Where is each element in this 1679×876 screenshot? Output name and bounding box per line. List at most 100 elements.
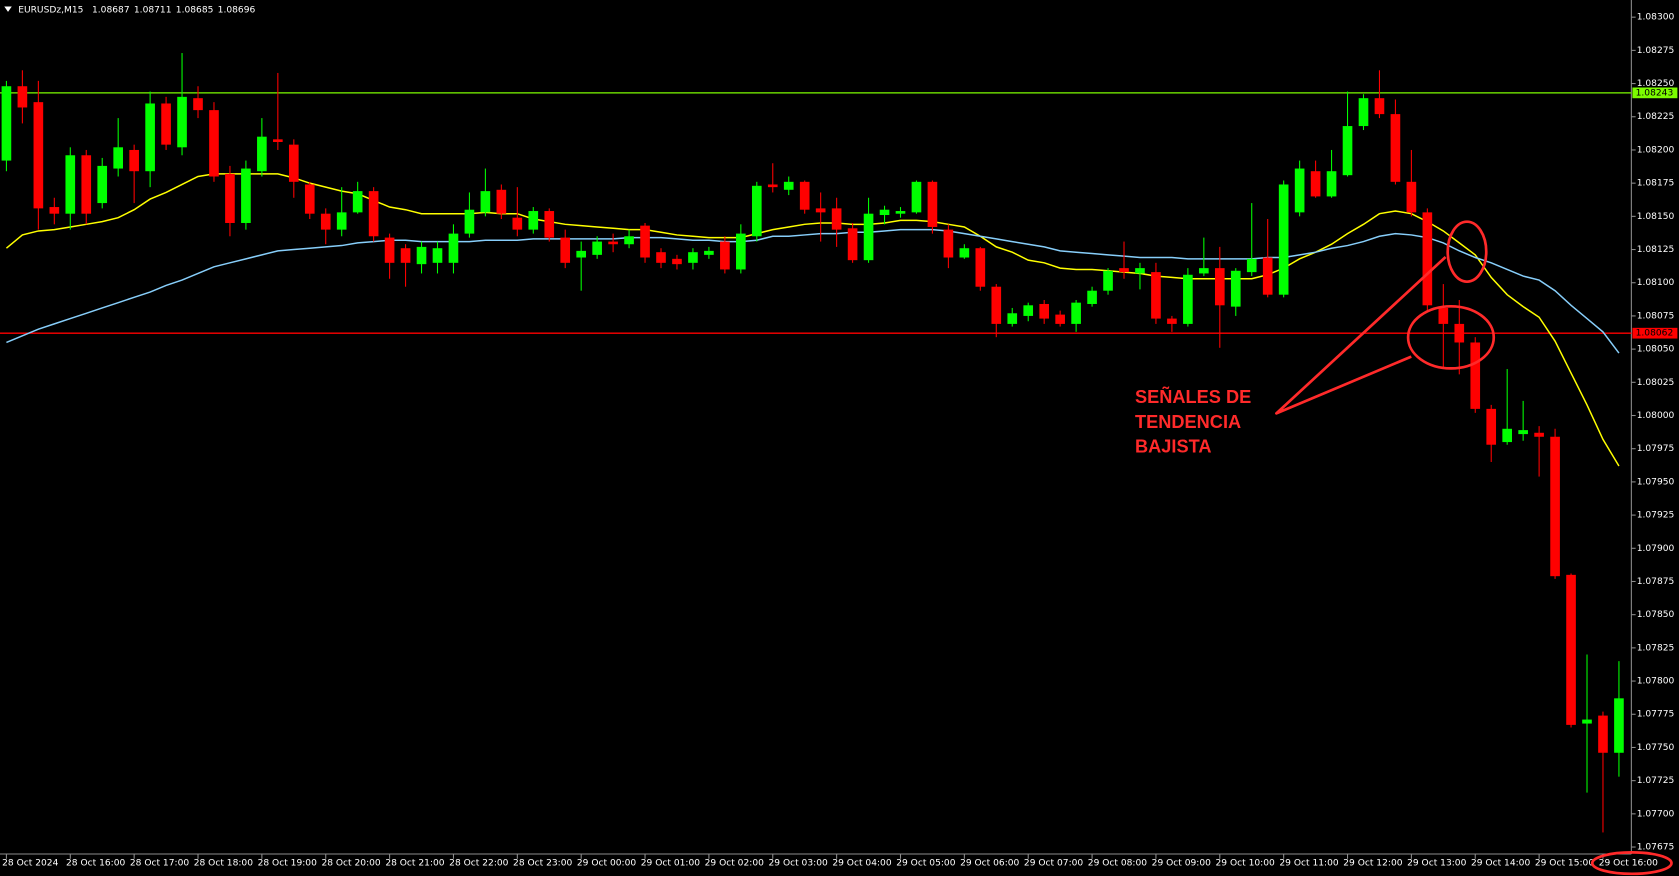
candle-body <box>815 208 826 213</box>
candle-body <box>1598 715 1608 753</box>
candle-body <box>1310 171 1321 197</box>
candle-body <box>656 252 666 263</box>
candle-body <box>129 149 139 172</box>
candle-body <box>927 181 938 227</box>
candle-body <box>1230 270 1241 307</box>
y-tick-label: 1.07675 <box>1637 843 1675 853</box>
candle-body <box>416 246 427 265</box>
candle-body <box>464 209 475 234</box>
price-marker-label: 1.08062 <box>1636 329 1674 339</box>
candle-body <box>225 173 235 223</box>
candle-body <box>273 139 283 142</box>
candle-body <box>304 184 315 214</box>
candle-body <box>975 248 986 287</box>
candle-body <box>895 211 906 214</box>
candle-body <box>1071 302 1081 324</box>
candle-body <box>1358 98 1369 127</box>
candle-body <box>991 286 1002 324</box>
y-tick-label: 1.08000 <box>1637 411 1675 421</box>
x-tick-label: 29 Oct 10:00 <box>1216 859 1275 869</box>
x-tick-label: 28 Oct 16:00 <box>66 859 125 869</box>
candle-body <box>193 98 203 111</box>
candle-body <box>959 248 970 258</box>
candle-body <box>544 211 555 238</box>
candle-body <box>640 225 650 258</box>
candle-body <box>177 96 187 148</box>
price-marker-label: 1.08243 <box>1636 88 1674 98</box>
candle-body <box>1087 290 1097 304</box>
candle-body <box>911 181 922 213</box>
candle-body <box>384 237 395 263</box>
candle-body <box>799 181 810 210</box>
y-tick-label: 1.08150 <box>1637 212 1675 222</box>
y-tick-label: 1.08225 <box>1637 112 1675 122</box>
candle-body <box>480 191 491 213</box>
annotation-text: SEÑALES DE <box>1135 386 1251 407</box>
x-tick-label: 29 Oct 06:00 <box>960 859 1019 869</box>
y-tick-label: 1.07775 <box>1637 710 1675 720</box>
header-price: 1.08685 <box>176 5 214 15</box>
x-tick-label: 29 Oct 01:00 <box>641 859 700 869</box>
x-tick-label: 29 Oct 08:00 <box>1088 859 1147 869</box>
y-tick-label: 1.08125 <box>1637 245 1675 255</box>
y-tick-label: 1.08275 <box>1637 46 1675 56</box>
candle-body <box>512 217 523 230</box>
candle-body <box>1167 318 1177 324</box>
candle-body <box>1454 323 1465 343</box>
candle-body <box>863 213 874 261</box>
candle-body <box>65 155 76 214</box>
x-tick-label: 29 Oct 11:00 <box>1279 859 1338 869</box>
y-tick-label: 1.08175 <box>1637 179 1675 189</box>
y-tick-label: 1.07800 <box>1637 677 1675 687</box>
y-tick-label: 1.08200 <box>1637 145 1675 155</box>
candle-body <box>448 233 459 263</box>
x-tick-label: 28 Oct 18:00 <box>194 859 253 869</box>
x-tick-label: 29 Oct 16:00 <box>1599 859 1658 869</box>
candle-body <box>767 184 778 188</box>
candle-body <box>1422 212 1433 306</box>
x-tick-label: 28 Oct 20:00 <box>321 859 380 869</box>
indicator-lines <box>0 92 1632 467</box>
candle-body <box>1246 258 1257 273</box>
candle-body <box>1486 408 1497 445</box>
candle-body <box>672 258 682 265</box>
y-tick-label: 1.07700 <box>1637 809 1675 819</box>
y-tick-label: 1.07925 <box>1637 511 1675 521</box>
circle-marker <box>1446 220 1488 284</box>
annotation-shapes <box>1275 220 1673 876</box>
moving-average <box>5 173 1620 467</box>
candle-body <box>943 229 954 258</box>
x-tick-label: 28 Oct 22:00 <box>449 859 508 869</box>
candle-body <box>560 237 571 263</box>
candle-body <box>1214 268 1225 306</box>
candle-body <box>608 241 618 245</box>
y-tick-label: 1.07900 <box>1637 544 1675 554</box>
candle-body <box>847 228 858 261</box>
candle-body <box>783 181 794 190</box>
x-tick-label: 28 Oct 2024 <box>2 859 58 869</box>
candle-body <box>1374 98 1385 115</box>
candle-body <box>592 241 602 255</box>
candle-body <box>432 248 443 263</box>
candle-body <box>688 252 698 263</box>
candle-body <box>257 136 267 172</box>
candle-body <box>1438 307 1449 324</box>
candle-body <box>1183 274 1193 324</box>
candle-body <box>624 236 634 245</box>
x-tick-label: 28 Oct 19:00 <box>258 859 317 869</box>
candle-body <box>1502 428 1512 443</box>
x-tick-label: 29 Oct 03:00 <box>768 859 827 869</box>
candle-body <box>400 248 411 263</box>
y-tick-label: 1.08250 <box>1637 79 1675 89</box>
candle-body <box>81 155 92 214</box>
header-price: 1.08687 <box>92 5 130 15</box>
candle-body <box>288 144 299 182</box>
y-tick-label: 1.07975 <box>1637 444 1675 454</box>
candle-body <box>49 207 60 214</box>
y-tick-label: 1.07725 <box>1637 776 1675 786</box>
y-tick-label: 1.08075 <box>1637 311 1675 321</box>
x-tick-label: 29 Oct 09:00 <box>1152 859 1211 869</box>
candles <box>1 53 1624 833</box>
